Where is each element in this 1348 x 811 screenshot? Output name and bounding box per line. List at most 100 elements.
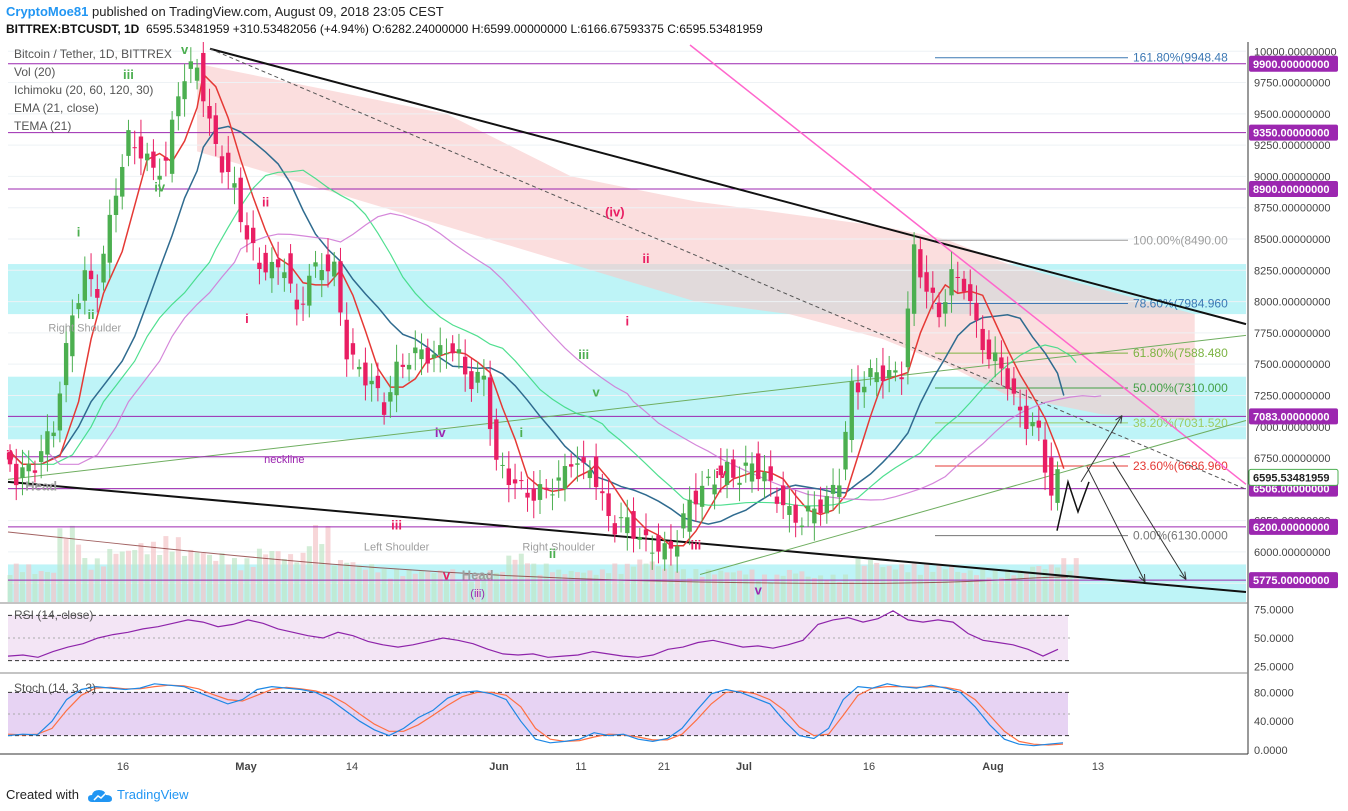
chart-header: CryptoMoe81 published on TradingView.com… <box>0 0 1348 42</box>
volume-bar <box>344 562 350 602</box>
volume-bar <box>207 554 213 602</box>
stoch-d-line <box>7 684 1064 746</box>
volume-bar <box>980 569 986 602</box>
volume-bar <box>537 574 543 602</box>
candle-body <box>587 470 593 479</box>
volume-bar <box>38 570 44 602</box>
volume-bar <box>674 571 680 602</box>
volume-bar <box>381 569 387 602</box>
volume-bar <box>107 548 113 602</box>
volume-bar <box>13 563 19 602</box>
volume-bar <box>468 581 474 602</box>
volume-bar <box>194 552 200 602</box>
volume-bar <box>32 574 38 602</box>
price-tick-label: 9250.00000000 <box>1254 140 1330 152</box>
candle-body <box>581 457 586 463</box>
candle-body <box>837 485 842 498</box>
volume-bar <box>219 553 225 602</box>
candle-body <box>494 419 499 460</box>
candle-body <box>712 484 717 495</box>
volume-bar <box>113 553 119 602</box>
arrow-head <box>1115 415 1123 424</box>
candle-body <box>843 431 848 470</box>
candle-body <box>138 136 144 159</box>
volume-bar <box>394 569 400 602</box>
fib-label: 100.00%(8490.00 <box>1133 233 1228 247</box>
volume-bar <box>1042 569 1048 602</box>
wave-label: iii <box>391 517 402 532</box>
volume-bar <box>655 566 661 602</box>
candle-body <box>344 319 349 360</box>
candle-body <box>980 328 985 351</box>
candle-body <box>126 130 131 156</box>
volume-bar <box>780 575 786 602</box>
wave-label: i <box>245 311 249 326</box>
stoch-tick-label: 40.0000 <box>1254 716 1294 728</box>
candle-body <box>999 357 1004 369</box>
volume-bar <box>942 569 948 602</box>
volume-bar <box>487 570 493 602</box>
volume-bar <box>7 575 13 602</box>
publish-line: CryptoMoe81 published on TradingView.com… <box>6 4 444 19</box>
volume-bar <box>662 568 668 602</box>
author-name[interactable]: CryptoMoe81 <box>6 4 89 19</box>
volume-bar <box>668 564 674 602</box>
candle-body <box>899 377 904 380</box>
volume-bar <box>356 565 362 602</box>
level-price-text: 6200.00000000 <box>1253 522 1329 534</box>
volume-bar <box>562 574 568 602</box>
volume-bar <box>886 565 892 602</box>
candle-body <box>107 214 112 263</box>
candle-body <box>7 451 13 465</box>
volume-bar <box>593 574 599 602</box>
volume-bar <box>169 551 175 602</box>
wave-label: ii <box>549 546 556 561</box>
candle-body <box>32 470 38 473</box>
candle-body <box>612 523 618 535</box>
price-chart[interactable]: 161.80%(9948.48100.00%(8490.0078.60%(798… <box>0 42 1348 784</box>
volume-bar <box>500 571 506 602</box>
candle-body <box>438 345 443 355</box>
level-price-tag <box>1249 518 1338 535</box>
tradingview-brand[interactable]: TradingView <box>117 787 189 802</box>
candle-body <box>369 380 374 385</box>
volume-bar <box>880 567 886 602</box>
volume-bar <box>612 563 618 602</box>
volume-bar <box>818 575 824 602</box>
candle-body <box>282 272 287 279</box>
candle-body <box>163 157 169 161</box>
fib-label: 38.20%(7031.520 <box>1133 416 1228 430</box>
volume-bar <box>699 576 705 602</box>
arrow-head <box>1138 573 1146 583</box>
candle-body <box>101 253 106 283</box>
candle-body <box>207 106 212 119</box>
arrow-head <box>1179 571 1187 580</box>
price-tick-label: 9000.00000000 <box>1254 171 1330 183</box>
candle-body <box>787 506 792 515</box>
candle-body <box>818 499 823 514</box>
candle-body <box>182 81 187 100</box>
candle-body <box>226 152 231 173</box>
price-tick-label: 7000.00000000 <box>1254 422 1330 434</box>
candle-body <box>57 393 63 431</box>
time-tick-label: 14 <box>346 761 358 773</box>
price-tick-label: 7750.00000000 <box>1254 328 1330 340</box>
projection-arrow <box>1086 466 1146 583</box>
volume-bar <box>200 552 206 602</box>
price-tick-label: 7250.00000000 <box>1254 390 1330 402</box>
rsi-line <box>7 610 1059 658</box>
candle-body <box>812 508 817 524</box>
volume-bar <box>1036 566 1042 602</box>
time-tick-label: 16 <box>863 761 875 773</box>
volume-bar <box>761 574 767 602</box>
volume-bar <box>811 578 817 602</box>
candle-body <box>531 488 536 501</box>
stoch-k-line <box>7 683 1064 747</box>
volume-bar <box>493 572 499 602</box>
candle-body <box>1042 439 1048 473</box>
candle-body <box>550 494 555 496</box>
price-tick-label: 8000.00000000 <box>1254 297 1330 309</box>
level-price-text: 7083.00000000 <box>1253 411 1329 423</box>
level-price-text: 6506.00000000 <box>1253 484 1329 496</box>
candle-body <box>855 382 861 393</box>
